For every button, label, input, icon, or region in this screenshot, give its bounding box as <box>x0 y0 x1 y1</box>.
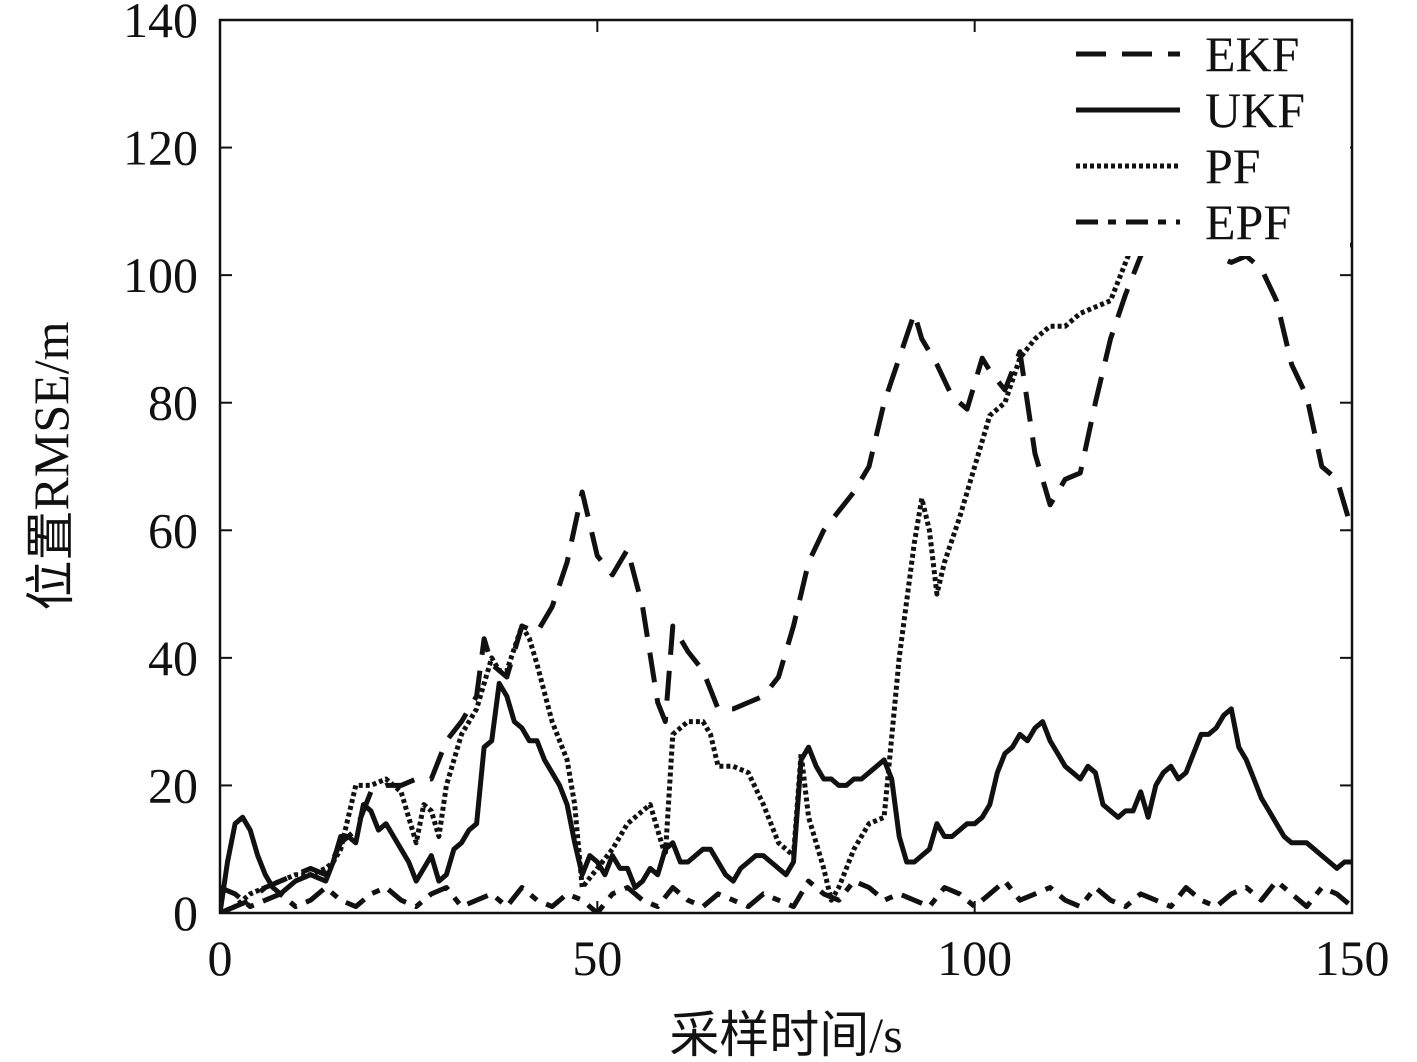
x-tick-label: 150 <box>1315 930 1390 986</box>
y-tick-label: 40 <box>148 630 198 686</box>
y-tick-label: 60 <box>148 502 198 558</box>
y-tick-label: 0 <box>173 885 198 941</box>
y-axis-ticks: 0 20 40 60 80 100 120 140 <box>123 0 1352 941</box>
series-line-epf <box>220 878 1352 913</box>
x-axis-title: 采样时间/s <box>669 1007 902 1062</box>
x-tick-label: 0 <box>208 930 233 986</box>
series-line-ukf <box>220 680 1352 913</box>
series-layer <box>220 164 1352 913</box>
y-tick-label: 120 <box>123 120 198 176</box>
x-tick-label: 50 <box>572 930 622 986</box>
legend-background <box>1062 24 1350 256</box>
y-tick-label: 140 <box>123 0 198 48</box>
y-tick-label: 80 <box>148 375 198 431</box>
legend-label-ekf: EKF <box>1205 26 1299 82</box>
y-tick-label: 100 <box>123 247 198 303</box>
x-axis-ticks: 0 50 100 150 <box>208 20 1390 986</box>
y-axis-title: 位置RMSE/m <box>23 321 79 610</box>
legend-label-epf: EPF <box>1205 194 1291 250</box>
plot-frame <box>218 18 1354 915</box>
y-tick-label: 20 <box>148 757 198 813</box>
series-line-pf <box>220 164 1352 913</box>
x-tick-label: 100 <box>937 930 1012 986</box>
legend-label-pf: PF <box>1205 138 1261 194</box>
legend-label-ukf: UKF <box>1205 82 1305 138</box>
series-line-ekf <box>220 189 1352 913</box>
